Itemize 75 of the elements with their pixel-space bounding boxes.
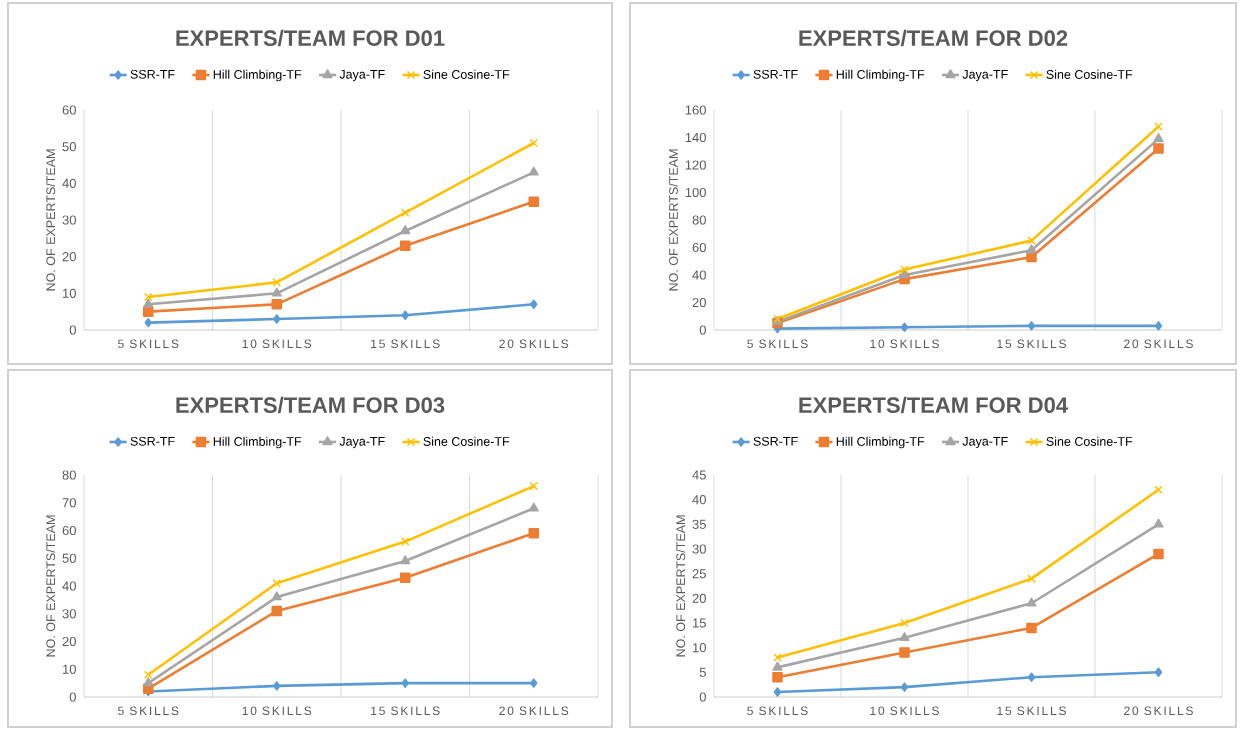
chart-title: EXPERTS/TEAM FOR D03 [176,396,445,414]
legend-label: Sine Cosine-TF [1046,69,1133,79]
x-tick-label: 10 SKILLS [242,706,312,716]
y-tick-label: 20 [62,252,76,262]
x-tick-label: 5 SKILLS [747,339,808,349]
y-tick-label: 10 [63,288,76,298]
legend-label: Hill Climbing-TF [213,69,302,82]
y-tick-label: 40 [62,581,76,591]
y-tick-label: 35 [692,519,706,529]
y-tick-label: 40 [692,495,706,505]
y-tick-label: 5 [699,667,706,677]
y-tick-label: 50 [62,142,76,152]
x-tick-label: 20 SKILLS [1124,706,1193,716]
legend-label: Jaya-TF [339,69,385,82]
y-tick-label: 160 [685,105,706,115]
y-tick-label: 20 [692,593,706,603]
x-tick-label: 10 SKILLS [870,339,939,349]
x-tick-label: 15 SKILLS [997,339,1066,349]
y-tick-label: 15 [693,618,706,628]
y-tick-label: 30 [62,215,76,225]
legend-label: Sine Cosine-TF [423,69,510,79]
legend-label: Hill Climbing-TF [213,436,302,449]
legend-label: SSR-TF [753,69,798,79]
chart-title: EXPERTS/TEAM FOR D01 [176,29,445,47]
y-tick-label: 45 [692,470,706,480]
y-tick-label: 40 [692,270,706,280]
y-tick-label: 0 [699,325,706,335]
y-axis-title: NO. OF EXPERTS/TEAM [675,515,686,657]
y-tick-label: 10 [693,643,706,653]
legend-label: SSR-TF [130,436,175,446]
y-tick-label: 80 [692,215,706,225]
x-tick-label: 10 SKILLS [242,339,312,349]
y-tick-label: 80 [62,470,76,480]
legend-label: Hill Climbing-TF [836,69,925,82]
y-tick-label: 25 [692,569,706,579]
x-tick-label: 20 SKILLS [499,706,569,716]
y-tick-label: 20 [62,636,76,647]
legend-label: Jaya-TF [962,436,1008,449]
legend-label: SSR-TF [130,69,175,79]
x-tick-label: 15 SKILLS [371,339,440,349]
y-tick-label: 20 [692,297,706,308]
y-tick-label: 50 [62,553,76,563]
y-tick-label: 30 [692,544,706,554]
y-axis-title: NO. OF EXPERTS/TEAM [45,515,56,657]
x-tick-label: 10 SKILLS [870,706,939,716]
chart-title: EXPERTS/TEAM FOR D02 [799,29,1068,47]
y-tick-label: 0 [69,325,76,335]
legend-label: Hill Climbing-TF [836,436,925,449]
y-tick-label: 60 [62,525,76,536]
y-tick-label: 40 [62,178,76,188]
y-tick-label: 70 [62,498,76,508]
x-tick-label: 15 SKILLS [371,706,440,716]
y-axis-title: NO. OF EXPERTS/TEAM [668,149,678,291]
y-tick-label: 60 [62,105,76,115]
legend-label: Sine Cosine-TF [1046,436,1133,446]
x-tick-label: 5 SKILLS [747,706,808,716]
y-tick-label: 30 [62,609,76,619]
x-tick-label: 20 SKILLS [1124,339,1193,349]
x-tick-label: 5 SKILLS [117,339,179,349]
x-tick-label: 5 SKILLS [117,706,179,716]
y-tick-label: 0 [699,692,706,702]
chart-title: EXPERTS/TEAM FOR D04 [799,396,1068,414]
y-tick-label: 60 [692,242,706,253]
y-tick-label: 100 [685,187,706,198]
y-axis-title: NO. OF EXPERTS/TEAM [45,149,56,291]
y-tick-label: 140 [685,132,706,143]
legend-label: Sine Cosine-TF [423,436,510,446]
legend-label: SSR-TF [753,436,798,446]
x-tick-label: 20 SKILLS [499,339,569,349]
x-tick-label: 15 SKILLS [997,706,1066,716]
legend-label: Jaya-TF [962,69,1008,82]
legend-label: Jaya-TF [339,436,385,449]
y-tick-label: 0 [69,692,76,702]
y-tick-label: 10 [63,664,76,674]
y-tick-label: 120 [685,160,706,170]
